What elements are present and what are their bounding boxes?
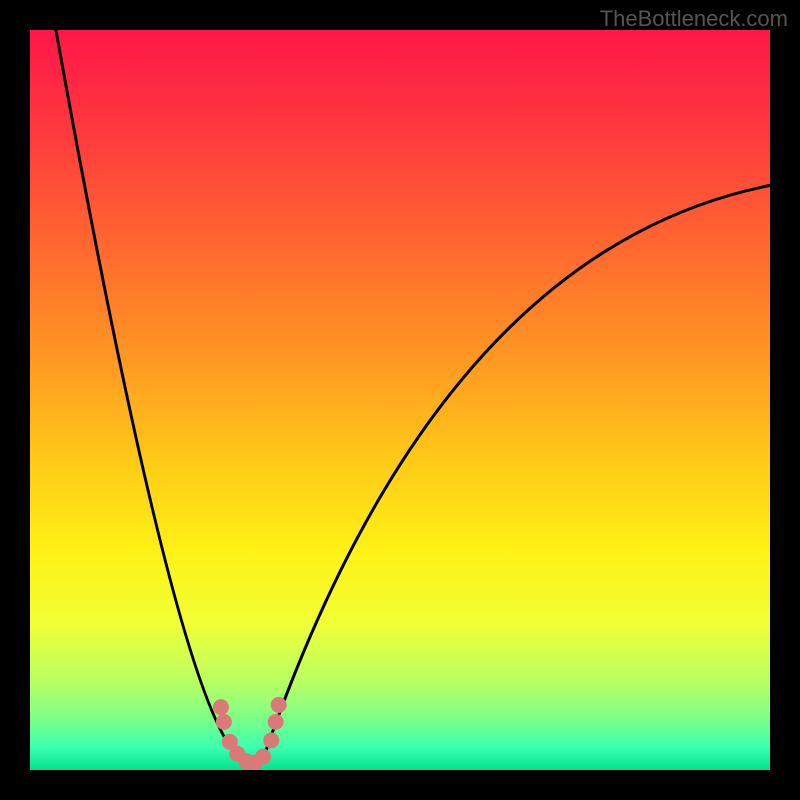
plot-area <box>30 30 770 770</box>
watermark-text: TheBottleneck.com <box>600 6 788 32</box>
chart-container: TheBottleneck.com <box>0 0 800 800</box>
marker-point <box>213 699 229 715</box>
bottleneck-curve <box>56 30 770 763</box>
marker-point <box>255 749 271 765</box>
marker-point <box>263 732 279 748</box>
marker-point <box>216 714 232 730</box>
curve-overlay <box>30 30 770 770</box>
marker-point <box>268 714 284 730</box>
marker-point <box>271 697 287 713</box>
